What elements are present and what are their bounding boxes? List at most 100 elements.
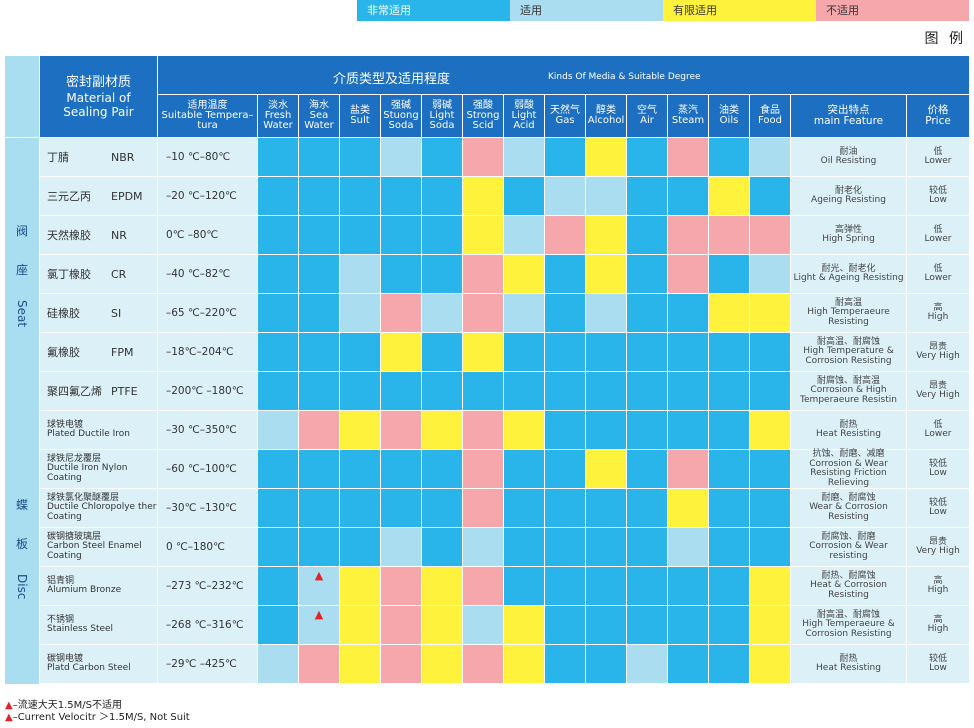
- suitability-cell: [422, 645, 463, 684]
- suitability-cell: [258, 138, 299, 177]
- suitability-cell: [258, 567, 299, 606]
- material-cell: 碳钢搪玻璃层 Carbon Steel Enamel Coating: [40, 528, 158, 567]
- media-column-en: Sult: [350, 115, 370, 126]
- suitability-cell: [381, 450, 422, 489]
- suitability-cell: [340, 255, 381, 294]
- price-en: High: [927, 585, 949, 595]
- price-en: Low: [929, 468, 947, 478]
- suitability-cell: [750, 333, 791, 372]
- table-row: 阀座 Seat 丁腈 NBR –10 ℃–80℃ 耐油 Oil Resisting 低 Lowe…: [5, 138, 970, 411]
- media-column-header: 海水 Sea Water: [299, 95, 340, 138]
- suitability-cell: [422, 489, 463, 528]
- table-row: 不锈钢 Stainless Steel –268 ℃–316℃ ▲ 耐高温、耐腐蚀 Hig…: [5, 606, 970, 645]
- media-column-en: Gas: [555, 115, 575, 126]
- suitability-cell: [463, 294, 504, 333]
- suitability-cell: ▲: [299, 606, 340, 645]
- suitability-cell: [422, 177, 463, 216]
- suitability-cell: [381, 489, 422, 528]
- material-name-cn: 氯丁橡胶: [47, 268, 91, 281]
- suitability-cell: [709, 372, 750, 411]
- suitability-cell: [504, 333, 545, 372]
- suitability-cell: [463, 216, 504, 255]
- suitability-cell: [340, 489, 381, 528]
- media-column-cn: 盐类: [350, 105, 370, 116]
- suitability-cell: [627, 333, 668, 372]
- suitability-cell: [504, 294, 545, 333]
- suitability-cell: [545, 255, 586, 294]
- suitability-cell: [750, 450, 791, 489]
- material-name-cn: 碳钢搪玻璃层: [47, 531, 102, 542]
- suitability-cell: [463, 528, 504, 567]
- feature-en: Corrosion & Wear resisting: [809, 541, 888, 561]
- price-cn: 昂贵: [928, 536, 947, 547]
- feature-cn: 耐腐蚀、耐磨: [821, 531, 876, 542]
- suitability-cell: [545, 372, 586, 411]
- suitability-cell: [709, 411, 750, 450]
- material-name-en: EPDM: [111, 190, 143, 203]
- suitability-cell: [258, 450, 299, 489]
- suitability-cell: [463, 645, 504, 684]
- suitability-cell: [340, 450, 381, 489]
- legend-limited: 有限适用: [663, 0, 816, 21]
- material-cell: 硅橡胶 SI: [40, 294, 158, 333]
- suitability-cell: [545, 645, 586, 684]
- suitability-cell: [750, 606, 791, 645]
- media-suitability-table: 密封副材质 Material of Sealing Pair 介质类型及适用程度…: [5, 56, 970, 684]
- footnote-cn: ▲–流速大天1.5M/S不适用: [5, 700, 122, 711]
- suitability-cell: [299, 216, 340, 255]
- suitability-cell: [627, 294, 668, 333]
- group-label-cn: 阀: [15, 223, 28, 238]
- temperature-cell: –18℃–204℃: [158, 333, 258, 372]
- material-name-en: Plated Ductile Iron: [47, 429, 130, 439]
- suitability-cell: [340, 177, 381, 216]
- table-row: 蝶板 Disc 球铁电镀 Plated Ductile Iron –30 ℃–350℃ 耐…: [5, 411, 970, 684]
- price-cn: 较低: [928, 185, 947, 196]
- suitability-cell: [709, 294, 750, 333]
- price-cn: 高: [933, 614, 943, 625]
- price-cn: 低: [933, 419, 943, 430]
- suitability-cell: [422, 567, 463, 606]
- suitability-cell: [504, 177, 545, 216]
- feature-header-cn: 突出特点: [827, 104, 870, 116]
- suitability-cell: [627, 645, 668, 684]
- material-name-cn: 三元乙丙: [47, 190, 91, 203]
- suitability-cell: [504, 372, 545, 411]
- footnotes: ▲–流速大天1.5M/S不适用 ▲–Current Velocitr ＞1.5M…: [5, 700, 190, 724]
- temperature-cell: –30℃ –130℃: [158, 489, 258, 528]
- suitability-cell: [299, 138, 340, 177]
- triangle-icon: ▲: [314, 569, 324, 582]
- media-column-cn: 强碱: [391, 100, 411, 111]
- suitability-cell: [463, 606, 504, 645]
- material-name-en: CR: [111, 268, 127, 281]
- material-cell: 碳钢电镀 Platd Carbon Steel: [40, 645, 158, 684]
- feature-cn: 耐热、耐腐蚀: [821, 570, 876, 581]
- feature-cn: 耐高温: [834, 297, 862, 308]
- material-cell: 聚四氟乙烯 PTFE: [40, 372, 158, 411]
- feature-en: Wear & Corrosion Resisting: [809, 502, 888, 522]
- media-column-cn: 强酸: [473, 100, 493, 111]
- material-cell: 球铁尼龙覆层 Ductile Iron Nylon Coating: [40, 450, 158, 489]
- feature-header: 突出特点 main Feature: [791, 95, 907, 138]
- suitability-cell: [750, 567, 791, 606]
- compatibility-table: 密封副材质 Material of Sealing Pair 介质类型及适用程度…: [5, 56, 970, 685]
- media-column-en: Sea Water: [304, 110, 334, 131]
- price-cell: 较低 Low: [907, 450, 970, 489]
- feature-cell: 耐热 Heat Resisting: [791, 645, 907, 684]
- material-cell: 球铁电镀 Plated Ductile Iron: [40, 411, 158, 450]
- media-header-cn: 介质类型及适用程度: [333, 72, 451, 87]
- suitability-cell: [545, 294, 586, 333]
- suitability-cell: [299, 255, 340, 294]
- price-cn: 低: [933, 224, 943, 235]
- suitability-cell: [422, 450, 463, 489]
- feature-cell: 耐腐蚀、耐高温 Corrosion & High Temperaeure Resi…: [791, 372, 907, 411]
- suitability-cell: [709, 450, 750, 489]
- table-row: 硅橡胶 SI –65 ℃–220℃ 耐高温 High Temperaeure Resis…: [5, 294, 970, 333]
- group-seat: 阀座 Seat: [5, 138, 40, 411]
- suitability-cell: [381, 177, 422, 216]
- table-row: 氯丁橡胶 CR –40 ℃–82℃ 耐光、耐老化 Light & Ageing Resi…: [5, 255, 970, 294]
- group-label-cn: 座: [15, 262, 28, 277]
- price-cn: 昂贵: [928, 380, 947, 391]
- suitability-cell: [463, 255, 504, 294]
- price-cell: 低 Lower: [907, 411, 970, 450]
- suitability-cell: [381, 333, 422, 372]
